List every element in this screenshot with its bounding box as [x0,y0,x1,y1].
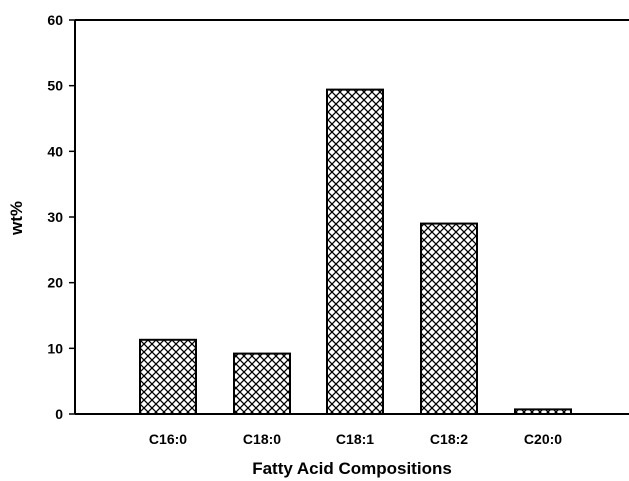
y-tick-label: 10 [47,340,63,356]
bar [514,408,572,415]
y-tick-label: 20 [47,275,63,291]
y-tick-label: 40 [47,143,63,159]
x-tick-label: C20:0 [524,431,562,447]
x-tick-label: C16:0 [149,431,187,447]
x-axis-title: Fatty Acid Compositions [252,459,452,478]
x-tick-label: C18:2 [430,431,468,447]
bar [326,88,384,416]
x-tick-label: C18:1 [336,431,374,447]
y-tick-label: 60 [47,12,63,28]
plot-area: 0 10 20 30 40 50 60 C16:0 C18:0 C18:1 C18:2 C20:0 [47,12,629,447]
y-tick-label: 0 [55,406,63,422]
y-tick-label: 30 [47,209,63,225]
bar [233,352,291,416]
x-tick-label: C18:0 [243,431,281,447]
bar [139,338,197,415]
y-tick-label: 50 [47,78,63,94]
y-axis-title: wt% [7,201,26,236]
bar [420,222,478,415]
